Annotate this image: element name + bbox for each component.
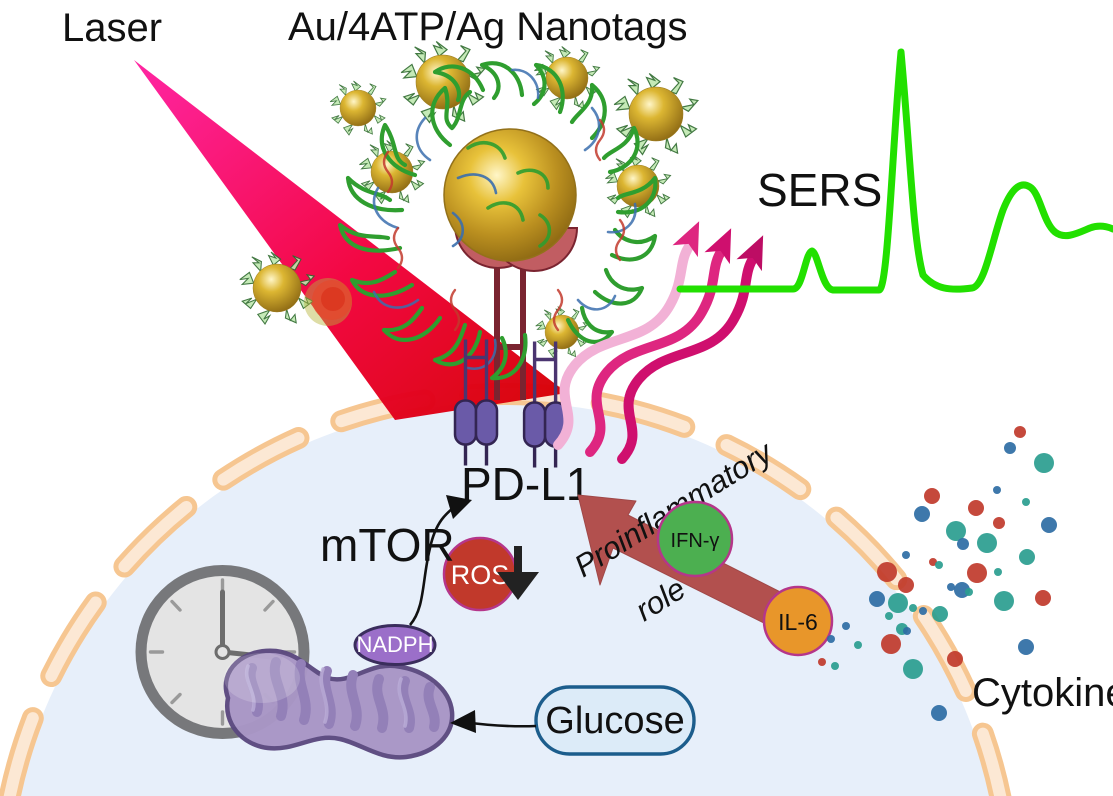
svg-text:IFN-γ: IFN-γ [671,530,720,552]
svg-text:mTOR: mTOR [320,519,455,571]
svg-text:NADPH: NADPH [356,632,433,657]
svg-text:Laser: Laser [62,6,162,50]
svg-text:Cytokines: Cytokines [972,671,1113,715]
svg-text:IL-6: IL-6 [778,609,818,635]
svg-text:Au/4ATP/Ag Nanotags: Au/4ATP/Ag Nanotags [288,5,688,49]
svg-text:Glucose: Glucose [545,700,684,742]
svg-text:SERS: SERS [757,164,882,216]
svg-text:PD-L1: PD-L1 [461,458,591,510]
